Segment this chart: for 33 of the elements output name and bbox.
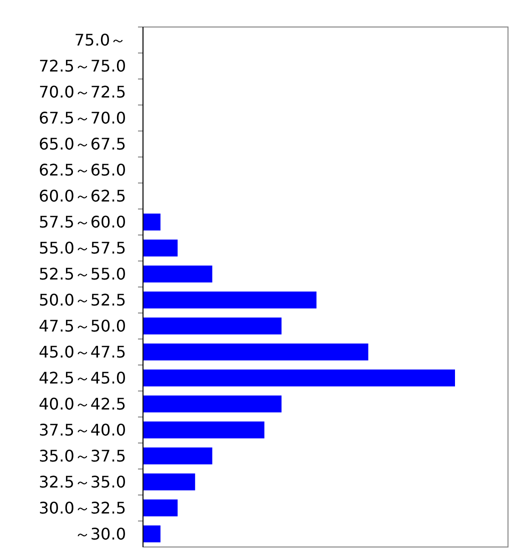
bar <box>143 499 178 516</box>
bar <box>143 525 160 542</box>
y-tick-label: 52.5～55.0 <box>38 264 126 284</box>
y-tick-label: 40.0～42.5 <box>38 394 126 414</box>
bar <box>143 473 196 490</box>
y-tick-label: 70.0～72.5 <box>38 82 126 102</box>
y-tick-label: 62.5～65.0 <box>38 160 126 180</box>
y-tick-label: 72.5～75.0 <box>38 56 126 76</box>
bar <box>143 240 178 256</box>
bar <box>143 292 316 308</box>
bar <box>143 214 160 230</box>
y-tick-label: 35.0～37.5 <box>38 446 126 466</box>
y-tick-label: ～30.0 <box>74 524 126 544</box>
bar <box>143 370 455 386</box>
bar <box>143 266 212 282</box>
y-tick-label: 32.5～35.0 <box>38 472 126 492</box>
bar <box>143 421 264 438</box>
bar <box>143 318 282 334</box>
bar <box>143 344 368 360</box>
y-tick-label: 57.5～60.0 <box>38 212 126 232</box>
bar <box>143 447 212 464</box>
bar <box>143 395 282 412</box>
y-tick-label: 55.0～57.5 <box>38 238 126 258</box>
y-tick-label: 30.0～32.5 <box>38 498 126 518</box>
y-tick-label: 47.5～50.0 <box>38 316 126 336</box>
y-tick-label: 37.5～40.0 <box>38 420 126 440</box>
y-tick-label: 45.0～47.5 <box>38 342 126 362</box>
y-tick-label: 67.5～70.0 <box>38 108 126 128</box>
y-tick-label: 50.0～52.5 <box>38 290 126 310</box>
y-tick-label: 65.0～67.5 <box>38 134 126 154</box>
y-tick-label: 42.5～45.0 <box>38 368 126 388</box>
y-tick-label: 60.0～62.5 <box>38 186 126 206</box>
y-tick-label: 75.0～ <box>74 30 126 50</box>
